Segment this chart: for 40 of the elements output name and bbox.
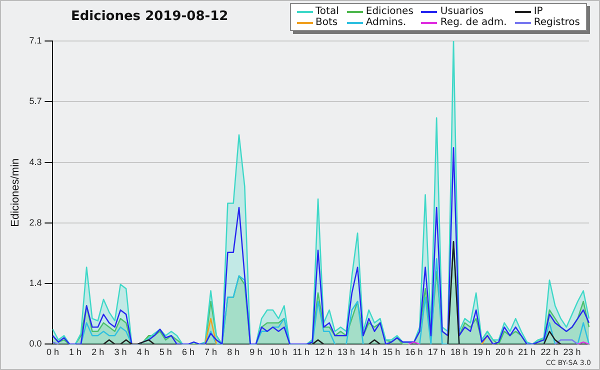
x-tick-label: 16 h	[405, 347, 423, 358]
x-tick-label: 15 h	[382, 347, 400, 358]
x-tick-label: 1 h	[69, 347, 82, 358]
legend-label: IP	[534, 6, 543, 17]
x-tick-label: 12 h	[314, 347, 332, 358]
x-tick-label: 4 h	[136, 347, 150, 358]
y-tick-label: 0.0	[29, 338, 42, 349]
y-tick-label: 1.4	[29, 278, 42, 288]
legend-label: Ediciones	[366, 6, 414, 17]
x-tick-label: 19 h	[472, 347, 491, 358]
legend-label: Total	[316, 6, 339, 17]
x-tick-label: 6 h	[182, 347, 194, 358]
x-tick-label: 7 h	[204, 347, 218, 358]
x-tick-label: 5 h	[159, 347, 172, 358]
x-tick-label: 21 h	[518, 347, 536, 358]
x-tick-label: 10 h	[270, 347, 288, 358]
x-tick-label: 20 h	[496, 347, 514, 358]
y-tick-label: 4.3	[29, 156, 42, 167]
legend-label: Reg. de adm.	[440, 17, 507, 28]
y-tick-label: 2.8	[29, 217, 42, 228]
x-tick-label: 11 h	[292, 347, 310, 358]
x-tick-label: 17 h	[428, 347, 446, 358]
y-tick-label: 5.7	[29, 96, 42, 106]
x-tick-label: 18 h	[450, 347, 468, 358]
x-tick-label: 3 h	[114, 347, 127, 358]
x-tick-label: 9 h	[250, 347, 262, 358]
legend-label: Admins.	[366, 17, 406, 28]
x-tick-label: 14 h	[360, 347, 378, 358]
y-axis-title: Ediciones/min	[10, 158, 22, 227]
x-tick-label: 2 h	[92, 347, 104, 358]
x-tick-label: 23 h	[563, 347, 581, 358]
x-tick-label: 8 h	[227, 347, 240, 358]
legend-label: Registros	[534, 17, 580, 28]
chart-title: Ediciones 2019-08-12	[71, 9, 228, 24]
legend-label: Usuarios	[440, 6, 484, 17]
x-tick-label: 22 h	[540, 347, 558, 358]
x-tick-label: 13 h	[337, 347, 356, 358]
y-tick-label: 7.1	[29, 35, 42, 46]
legend-label: Bots	[316, 17, 338, 28]
x-tick-label: 0 h	[46, 347, 59, 358]
